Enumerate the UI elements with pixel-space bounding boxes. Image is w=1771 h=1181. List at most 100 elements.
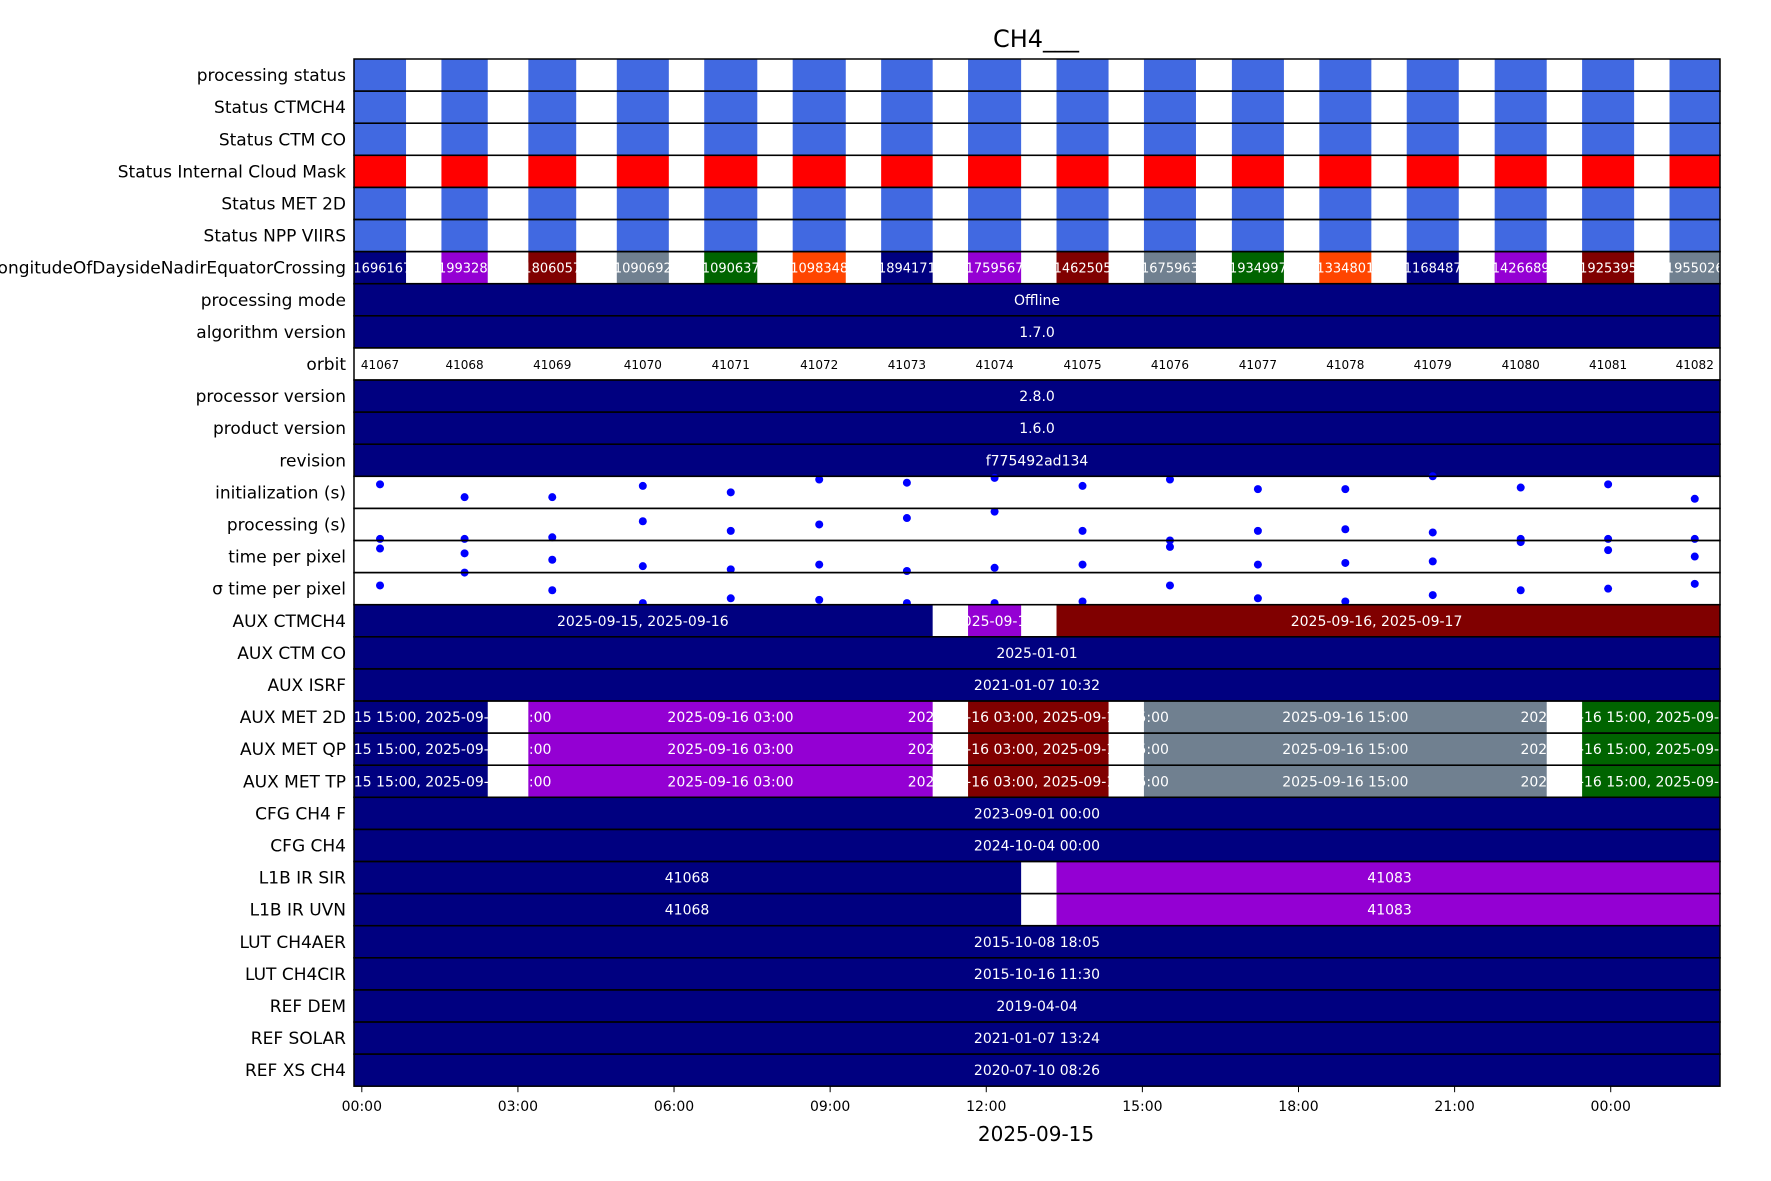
segment-bar xyxy=(354,957,1720,990)
status-bar xyxy=(881,123,933,156)
segment-bar xyxy=(1056,893,1720,926)
data-point xyxy=(990,507,999,516)
data-point xyxy=(376,581,385,590)
status-bar xyxy=(1143,187,1196,220)
x-tick-label: 00:00 xyxy=(1591,1099,1631,1115)
segment-bar xyxy=(354,893,1022,926)
x-tick-label: 09:00 xyxy=(810,1099,850,1115)
segment-bar xyxy=(1582,733,1720,766)
status-bar xyxy=(1494,91,1547,124)
status-bar xyxy=(881,219,933,252)
segment-bar xyxy=(354,412,1720,445)
x-tick-label: 12:00 xyxy=(966,1099,1006,1115)
status-bar xyxy=(1319,219,1372,252)
status-bar xyxy=(616,219,669,252)
segment-label: 2023-09-01 00:00 xyxy=(974,806,1100,822)
data-point xyxy=(638,481,647,490)
segment-label: 2025-09-16 xyxy=(954,614,1035,630)
data-point xyxy=(638,517,647,526)
value-label: 1090692 xyxy=(614,262,672,277)
data-point xyxy=(1428,591,1437,600)
status-bar xyxy=(1319,59,1372,92)
data-point xyxy=(1341,485,1350,494)
orbit-label: 41067 xyxy=(361,358,399,372)
status-bar xyxy=(1319,155,1372,188)
orbit-label: 41070 xyxy=(624,358,662,372)
status-bar xyxy=(881,91,933,124)
orbit-label: 41069 xyxy=(533,358,571,372)
orbit-label: 41071 xyxy=(712,358,750,372)
row-labels: processing status Status CTMCH4 Status CTM… xyxy=(0,66,346,1081)
value-bar xyxy=(616,251,669,284)
x-tick-label: 03:00 xyxy=(498,1099,538,1115)
x-tick-label: 15:00 xyxy=(1122,1099,1162,1115)
segment-label: 2020-07-10 08:26 xyxy=(974,1063,1100,1079)
status-bar xyxy=(528,219,577,252)
orbit-label: 41072 xyxy=(800,358,838,372)
segment-bar xyxy=(354,989,1720,1022)
status-bar xyxy=(1231,123,1284,156)
orbit-label: 41077 xyxy=(1239,358,1277,372)
segment-label: 2021-01-07 10:32 xyxy=(974,678,1100,694)
segment-bar xyxy=(1143,701,1547,734)
row-label: CFG CH4 xyxy=(270,836,346,856)
status-bar xyxy=(441,91,488,124)
data-point xyxy=(376,480,385,489)
status-bar xyxy=(1669,91,1720,124)
data-point xyxy=(815,560,824,569)
status-bar xyxy=(792,187,846,220)
segment-label: 2025-09-16 15:00 xyxy=(1282,774,1408,790)
status-bar xyxy=(792,219,846,252)
orbit-label: 41078 xyxy=(1326,358,1364,372)
status-bar xyxy=(1056,155,1109,188)
data-point xyxy=(1078,526,1087,535)
segment-bar xyxy=(968,604,1022,637)
status-bar xyxy=(528,123,577,156)
value-label: 1925395 xyxy=(1579,262,1637,277)
status-bar xyxy=(354,91,407,124)
row-label: CFG CH4 F xyxy=(255,804,346,824)
status-bar xyxy=(1669,123,1720,156)
status-bar xyxy=(1669,155,1720,188)
x-tick-label: 21:00 xyxy=(1434,1099,1474,1115)
segment-label: 2.8.0 xyxy=(1019,389,1055,405)
status-bar xyxy=(881,187,933,220)
status-bar xyxy=(968,91,1022,124)
orbit-label: 41073 xyxy=(888,358,926,372)
value-bar xyxy=(441,251,488,284)
x-axis: 00:00 03:00 06:00 09:00 12:00 15:00 18:00 21:00… xyxy=(342,1086,1631,1115)
status-bar xyxy=(704,219,758,252)
segment-bar xyxy=(354,444,1720,477)
status-bar xyxy=(1494,59,1547,92)
data-point xyxy=(1253,526,1262,535)
segment-label: 2019-04-04 xyxy=(996,999,1077,1015)
orbit-label: 41079 xyxy=(1414,358,1452,372)
segment-label: 2025-09-16, 2025-09-17 xyxy=(1291,614,1463,630)
segment-label: 2025-09-15 15:00, 2025-09-16 03:00 xyxy=(290,742,551,758)
data-point xyxy=(990,473,999,482)
data-point xyxy=(460,534,469,543)
status-bar xyxy=(1143,91,1196,124)
segment-label: 2025-09-16 03:00, 2025-09-16 15:00 xyxy=(908,742,1169,758)
segment-bar xyxy=(1143,733,1547,766)
status-bar xyxy=(1406,187,1459,220)
value-label: 1168487 xyxy=(1404,262,1462,277)
value-label: 1759567 xyxy=(966,262,1024,277)
row-label: Status NPP VIIRS xyxy=(204,227,346,247)
data-point xyxy=(1604,584,1613,593)
data-point xyxy=(990,563,999,572)
value-bar xyxy=(354,251,407,284)
status-bar xyxy=(1406,123,1459,156)
status-bar xyxy=(1231,219,1284,252)
segment-label: 2021-01-07 13:24 xyxy=(974,1031,1100,1047)
row-label: processor version xyxy=(196,387,346,407)
row-label: REF SOLAR xyxy=(251,1029,346,1049)
data-point xyxy=(726,565,735,574)
data-point xyxy=(1165,542,1174,551)
segment-label: 2025-01-01 xyxy=(996,646,1077,662)
row-border xyxy=(353,571,1721,606)
orbit-label: 41082 xyxy=(1676,358,1714,372)
segment-bar xyxy=(528,733,933,766)
segment-bar xyxy=(528,701,933,734)
